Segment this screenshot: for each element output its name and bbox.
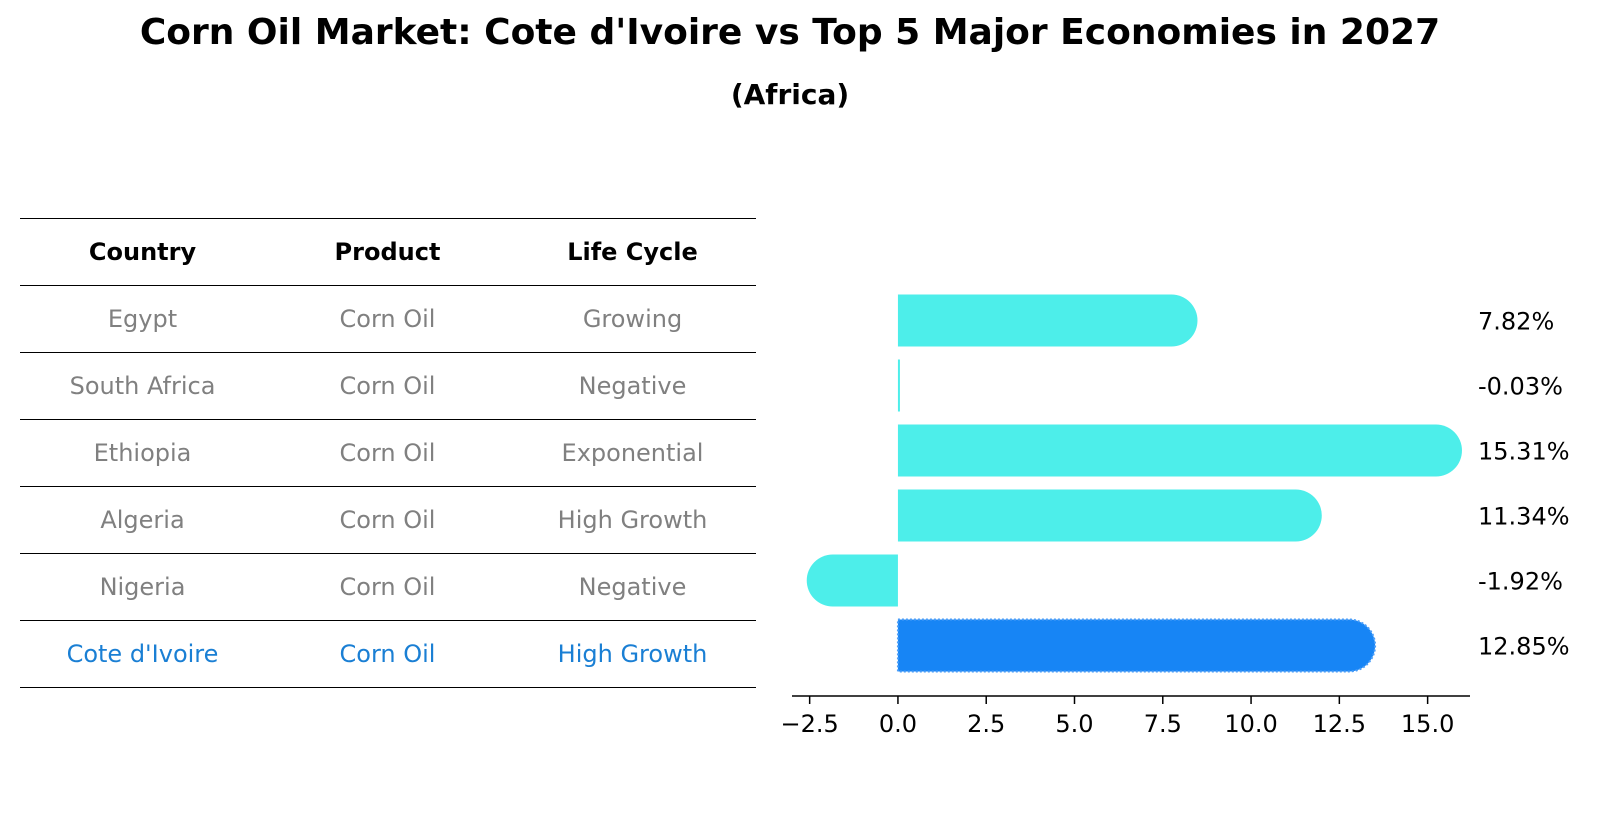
x-tick-label: 7.5 — [1144, 710, 1182, 738]
table-row: Egypt Corn Oil Growing — [20, 285, 756, 352]
cell-product: Corn Oil — [339, 439, 436, 467]
cell-life-cycle: High Growth — [557, 640, 708, 668]
header-product: Product — [334, 238, 441, 266]
x-tick-label: 5.0 — [1055, 710, 1093, 738]
cell-life-cycle: Negative — [578, 372, 687, 400]
cell-country: Algeria — [100, 506, 185, 534]
cell-country: Nigeria — [99, 573, 186, 601]
cell-country: Ethiopia — [93, 439, 192, 467]
bar-value-label: 12.85% — [1478, 633, 1570, 661]
bar — [897, 359, 900, 412]
cell-product: Corn Oil — [339, 305, 436, 333]
cell-life-cycle: Negative — [578, 573, 687, 601]
chart-title: Corn Oil Market: Cote d'Ivoire vs Top 5 … — [139, 12, 1441, 53]
data-table: Country Product Life Cycle Egypt Corn Oi… — [20, 218, 756, 688]
chart-subtitle: (Africa) — [730, 78, 850, 111]
cell-life-cycle: Growing — [582, 305, 683, 333]
bar — [897, 489, 1322, 542]
table-row: Ethiopia Corn Oil Exponential — [20, 419, 756, 486]
cell-country: South Africa — [69, 372, 216, 400]
bar-value-label: -1.92% — [1478, 568, 1563, 596]
x-tick-label: 2.5 — [967, 710, 1005, 738]
cell-product: Corn Oil — [339, 372, 436, 400]
table-header-row: Country Product Life Cycle — [20, 218, 756, 285]
bar-value-label: 15.31% — [1478, 438, 1570, 466]
cell-product: Corn Oil — [339, 573, 436, 601]
bar — [806, 554, 898, 607]
table-row: South Africa Corn Oil Negative — [20, 352, 756, 419]
table-row: Algeria Corn Oil High Growth — [20, 486, 756, 553]
table-row-highlight: Cote d'Ivoire Corn Oil High Growth — [20, 620, 756, 688]
header-life-cycle: Life Cycle — [567, 238, 698, 266]
cell-country: Cote d'Ivoire — [66, 640, 219, 668]
x-tick-label: 12.5 — [1313, 710, 1366, 738]
cell-country: Egypt — [107, 305, 178, 333]
table-row: Nigeria Corn Oil Negative — [20, 553, 756, 620]
header-country: Country — [88, 238, 197, 266]
cell-life-cycle: High Growth — [557, 506, 708, 534]
bar — [897, 424, 1462, 477]
bar-value-label: 7.82% — [1478, 308, 1554, 336]
cell-product: Corn Oil — [339, 506, 436, 534]
bar — [897, 294, 1198, 347]
x-tick-label: −2.5 — [781, 710, 839, 738]
x-tick-label: 10.0 — [1224, 710, 1277, 738]
x-tick-label: 0.0 — [879, 710, 917, 738]
bar-value-label: 11.34% — [1478, 503, 1570, 531]
bar-value-label: -0.03% — [1478, 373, 1563, 401]
bar-highlight — [896, 618, 1377, 673]
cell-life-cycle: Exponential — [561, 439, 704, 467]
x-tick-label: 15.0 — [1401, 710, 1454, 738]
cell-product: Corn Oil — [339, 640, 436, 668]
